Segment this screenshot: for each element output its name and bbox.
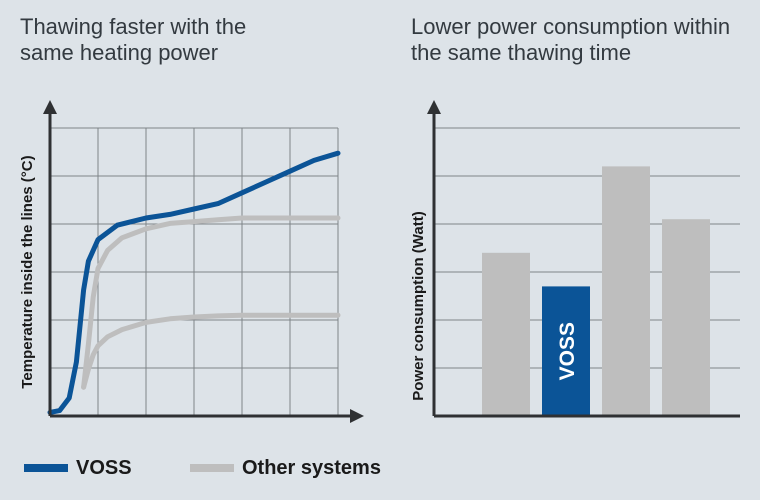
bar-other-system-3 xyxy=(602,166,650,416)
legend-swatch-other-systems xyxy=(190,464,234,472)
bar-other-system-1 xyxy=(482,252,530,416)
legend-item-other-systems: Other systems xyxy=(190,456,381,480)
legend-label-other-systems: Other systems xyxy=(242,456,381,479)
temperature-line-chart: Temperature inside the lines (°C) xyxy=(19,100,364,423)
y-axis-arrow xyxy=(427,100,441,114)
y-axis-label: Temperature inside the lines (°C) xyxy=(19,155,36,388)
power-bar-chart: VOSS Power consumption (Watt) xyxy=(410,100,740,418)
bar-voss xyxy=(542,286,590,416)
legend-label-voss: VOSS xyxy=(76,456,132,479)
left-chart-title: Thawing faster with the same heating pow… xyxy=(20,14,247,65)
series-line-voss xyxy=(47,150,341,415)
series-line-other-systems xyxy=(81,215,341,390)
bar-other-system-4 xyxy=(662,219,710,416)
legend-item-voss: VOSS xyxy=(24,456,132,480)
y-axis-arrow xyxy=(43,100,57,114)
x-axis-arrow xyxy=(350,409,364,423)
right-chart-title: Lower power consumption within the same … xyxy=(411,14,731,65)
legend-swatch-voss xyxy=(24,464,68,472)
series-line-other-systems xyxy=(81,312,341,390)
y-axis-label: Power consumption (Watt) xyxy=(410,211,427,400)
bar-label-voss: VOSS xyxy=(556,322,579,380)
